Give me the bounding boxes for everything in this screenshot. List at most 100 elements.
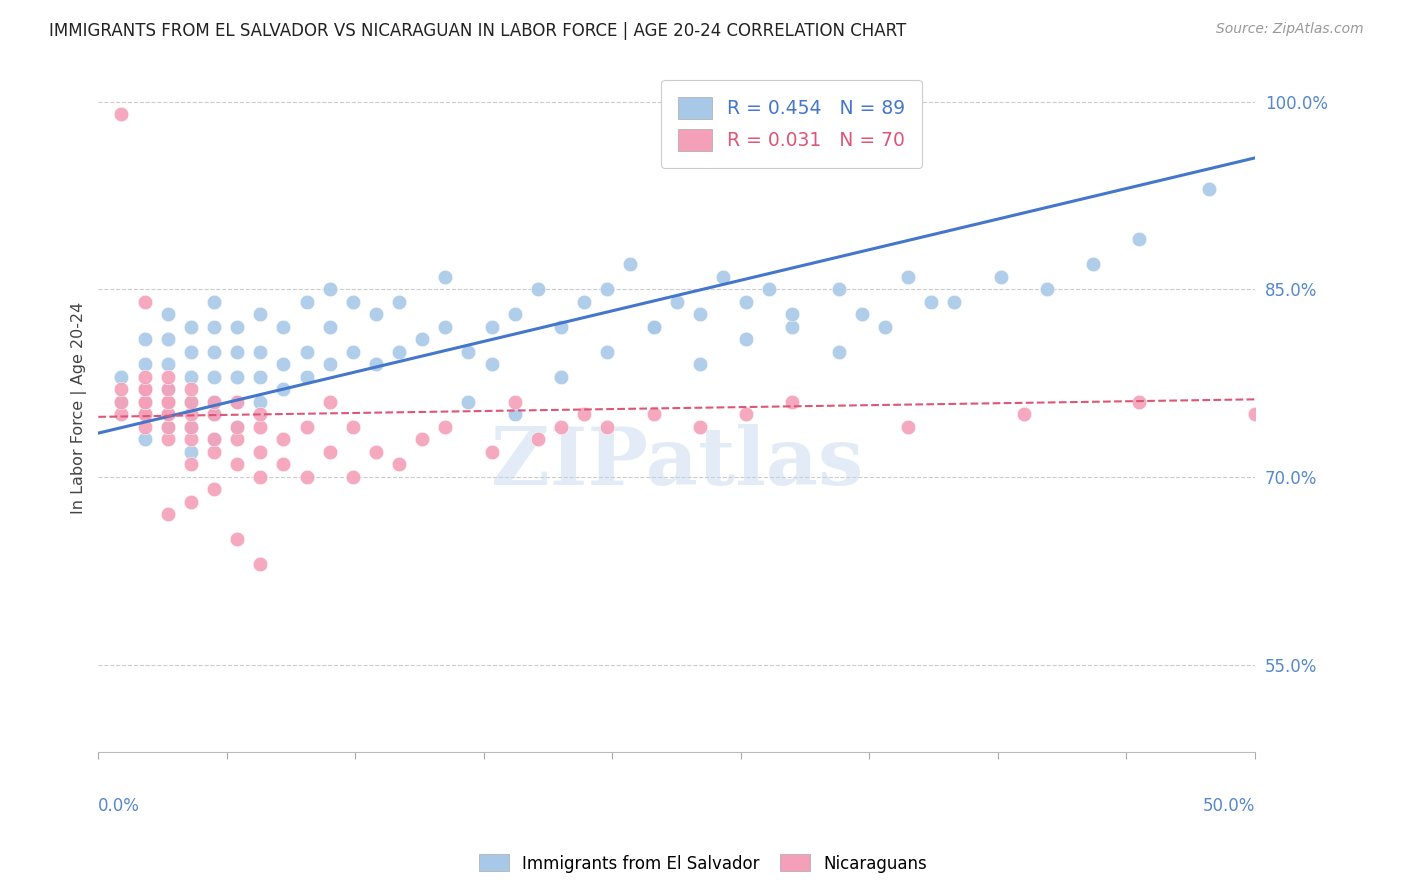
Point (273, 319, 295, 334)
Point (180, 408, 202, 422)
Point (827, 344, 849, 359)
Point (226, 394, 249, 409)
Point (110, 369, 132, 384)
Point (156, 420, 179, 434)
Point (503, 408, 526, 422)
Point (364, 307, 387, 321)
Point (1128, 394, 1150, 409)
Point (110, 394, 132, 409)
Point (249, 369, 271, 384)
Point (503, 307, 526, 321)
Point (156, 394, 179, 409)
Point (364, 357, 387, 371)
Point (226, 433, 249, 447)
Point (249, 558, 271, 572)
Point (180, 344, 202, 359)
Point (596, 420, 619, 434)
Point (156, 408, 179, 422)
Point (295, 369, 318, 384)
Point (134, 357, 156, 371)
Point (202, 408, 225, 422)
Point (596, 282, 619, 296)
Point (643, 408, 665, 422)
Point (202, 445, 225, 459)
Point (735, 408, 758, 422)
Point (180, 369, 202, 384)
Point (273, 458, 295, 472)
Point (318, 357, 340, 371)
Point (318, 445, 340, 459)
Point (156, 357, 179, 371)
Point (134, 408, 156, 422)
Point (202, 433, 225, 447)
Point (249, 307, 271, 321)
Point (318, 394, 340, 409)
Point (156, 394, 179, 409)
Point (481, 445, 503, 459)
Point (527, 433, 550, 447)
Point (180, 382, 202, 396)
Point (388, 458, 411, 472)
Point (156, 369, 179, 384)
Point (364, 445, 387, 459)
Point (134, 294, 156, 309)
Point (897, 269, 920, 284)
Point (550, 420, 572, 434)
Point (295, 420, 318, 434)
Point (226, 344, 249, 359)
Point (180, 445, 202, 459)
Point (481, 319, 503, 334)
Point (180, 420, 202, 434)
Point (411, 332, 433, 346)
Point (156, 307, 179, 321)
Point (711, 269, 734, 284)
Point (457, 394, 479, 409)
Point (434, 420, 457, 434)
Point (643, 319, 665, 334)
Point (943, 294, 966, 309)
Point (202, 319, 225, 334)
Point (342, 344, 364, 359)
Point (273, 433, 295, 447)
Point (897, 420, 920, 434)
Point (156, 382, 179, 396)
Point (619, 257, 641, 271)
Point (249, 420, 271, 434)
Point (156, 382, 179, 396)
Point (388, 294, 411, 309)
Point (202, 433, 225, 447)
Point (342, 420, 364, 434)
Point (665, 294, 688, 309)
Point (342, 294, 364, 309)
Point (249, 445, 271, 459)
Point (318, 319, 340, 334)
Point (226, 319, 249, 334)
Point (550, 369, 572, 384)
Point (643, 319, 665, 334)
Point (249, 408, 271, 422)
Point (202, 344, 225, 359)
Point (503, 394, 526, 409)
Point (202, 294, 225, 309)
Point (295, 470, 318, 484)
Point (226, 533, 249, 547)
Point (782, 307, 804, 321)
Point (1198, 182, 1220, 196)
Point (434, 269, 457, 284)
Point (295, 344, 318, 359)
Point (180, 433, 202, 447)
Point (226, 369, 249, 384)
Point (1036, 282, 1059, 296)
Point (110, 408, 132, 422)
Point (572, 408, 595, 422)
Point (226, 394, 249, 409)
Point (180, 458, 202, 472)
Legend: R = 0.454   N = 89, R = 0.031   N = 70: R = 0.454 N = 89, R = 0.031 N = 70 (661, 80, 922, 168)
Point (156, 332, 179, 346)
Text: ZIPatlas: ZIPatlas (491, 424, 863, 502)
Point (156, 420, 179, 434)
Point (110, 394, 132, 409)
Point (873, 319, 896, 334)
Point (434, 319, 457, 334)
Point (134, 369, 156, 384)
